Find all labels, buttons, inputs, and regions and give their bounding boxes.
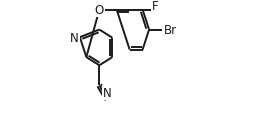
Text: N: N xyxy=(70,31,79,44)
Text: Br: Br xyxy=(164,24,177,37)
Text: F: F xyxy=(152,0,159,13)
Text: O: O xyxy=(95,4,104,17)
Text: N: N xyxy=(103,87,112,99)
